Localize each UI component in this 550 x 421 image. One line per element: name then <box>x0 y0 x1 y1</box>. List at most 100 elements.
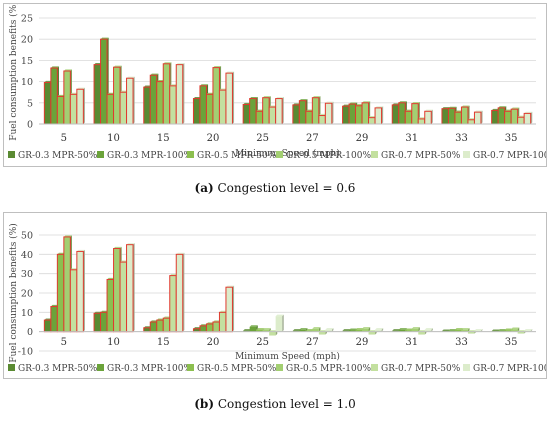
bar <box>100 311 108 333</box>
bar <box>275 98 283 125</box>
bar <box>63 236 71 333</box>
legend-swatch <box>276 151 283 158</box>
y-axis-label: Fuel consumption benefits (%) <box>8 4 19 141</box>
legend-swatch <box>8 151 15 158</box>
legend-swatch <box>371 151 378 158</box>
legend-swatch <box>371 364 378 371</box>
x-tick-label: 27 <box>306 337 319 348</box>
bar <box>398 329 406 332</box>
y-tick-label: 40 <box>21 250 33 261</box>
bar <box>156 81 164 125</box>
bar <box>106 278 115 333</box>
y-tick-label: 15 <box>21 56 33 67</box>
bar <box>156 319 164 333</box>
legend-label: GR-0.5 MPR-100% <box>286 151 371 161</box>
bar-top <box>375 328 384 330</box>
bar <box>199 85 207 125</box>
legend-label: GR-0.7 MPR-100% <box>473 151 546 161</box>
legend-label: GR-0.5 MPR-50% <box>197 364 277 374</box>
bar <box>56 253 65 333</box>
bar <box>510 108 519 125</box>
bar <box>50 306 58 333</box>
legend-swatch <box>97 151 104 158</box>
bar-side <box>318 327 321 332</box>
bar <box>192 98 201 125</box>
bar <box>447 107 456 125</box>
bar <box>255 110 264 125</box>
legend-label: GR-0.5 MPR-100% <box>286 364 371 374</box>
bar <box>126 77 134 125</box>
bar <box>454 329 462 332</box>
bar-top <box>275 314 284 317</box>
bar-top <box>441 329 451 332</box>
chart-frame-a: 0 5 10 15 20 25 Fuel consumption benefits (%) 5… <box>3 1 550 167</box>
bar <box>405 330 412 332</box>
bar <box>299 329 306 332</box>
bar <box>467 331 475 334</box>
x-tick-label: 15 <box>157 337 170 348</box>
bar <box>93 312 102 333</box>
bar <box>311 97 320 125</box>
bar-top <box>498 329 507 331</box>
bar <box>454 111 462 125</box>
bar <box>262 97 270 125</box>
bar-top <box>362 327 371 329</box>
bar <box>497 107 506 125</box>
chart-frame-b: -10 0 10 20 30 40 50 Fuel consumption benefits … <box>3 212 550 379</box>
bar <box>169 275 177 333</box>
x-tick-label: 20 <box>207 337 220 348</box>
bar <box>411 103 419 125</box>
bar <box>348 103 357 125</box>
y-tick-label: 0 <box>27 327 33 338</box>
chart-caption-a: (a) Congestion level = 0.6 <box>0 181 550 195</box>
x-tick-label: 35 <box>505 133 518 144</box>
bar <box>113 248 121 333</box>
bar <box>404 110 413 125</box>
x-tick-label: 25 <box>256 337 269 348</box>
legend-label: GR-0.3 MPR-50% <box>18 151 98 161</box>
y-tick-label: 20 <box>21 289 33 300</box>
bar <box>355 329 363 332</box>
bar <box>368 331 376 335</box>
x-tick-label: 5 <box>61 133 67 144</box>
bar <box>491 109 499 125</box>
bar-side <box>331 328 334 332</box>
legend-swatch <box>187 151 194 158</box>
bar <box>375 329 382 332</box>
legend-label: GR-0.3 MPR-50% <box>18 364 98 374</box>
x-axis-label: Minimum Speed (mph) <box>235 148 340 159</box>
bar <box>225 286 233 333</box>
bar <box>324 102 333 125</box>
bar-top <box>448 329 457 331</box>
legend-label: GR-0.7 MPR-50% <box>381 364 461 374</box>
bar <box>100 38 108 125</box>
y-axis-label: Fuel consumption benefits (%) <box>8 223 19 363</box>
bar <box>106 93 115 125</box>
bar-top <box>292 329 301 331</box>
bar <box>361 102 370 125</box>
bar <box>43 319 52 333</box>
bar <box>349 330 356 332</box>
bar-top <box>325 328 334 330</box>
bar <box>149 321 158 333</box>
bar <box>249 98 257 125</box>
x-tick-label: 33 <box>455 337 468 348</box>
bar <box>162 317 171 333</box>
bar <box>305 110 313 125</box>
bar <box>69 93 78 125</box>
bar-top <box>312 327 321 329</box>
x-tick-label: 25 <box>256 133 269 144</box>
bar <box>374 107 383 125</box>
bar-top <box>342 329 351 331</box>
bar <box>461 329 468 332</box>
bar-top <box>454 328 464 330</box>
y-tick-label: 5 <box>27 98 33 109</box>
bar-side <box>517 327 520 332</box>
bar-top <box>249 325 258 327</box>
bar <box>441 108 449 125</box>
bar <box>69 269 78 333</box>
y-tick-label: 30 <box>21 269 33 280</box>
bar <box>256 329 263 332</box>
